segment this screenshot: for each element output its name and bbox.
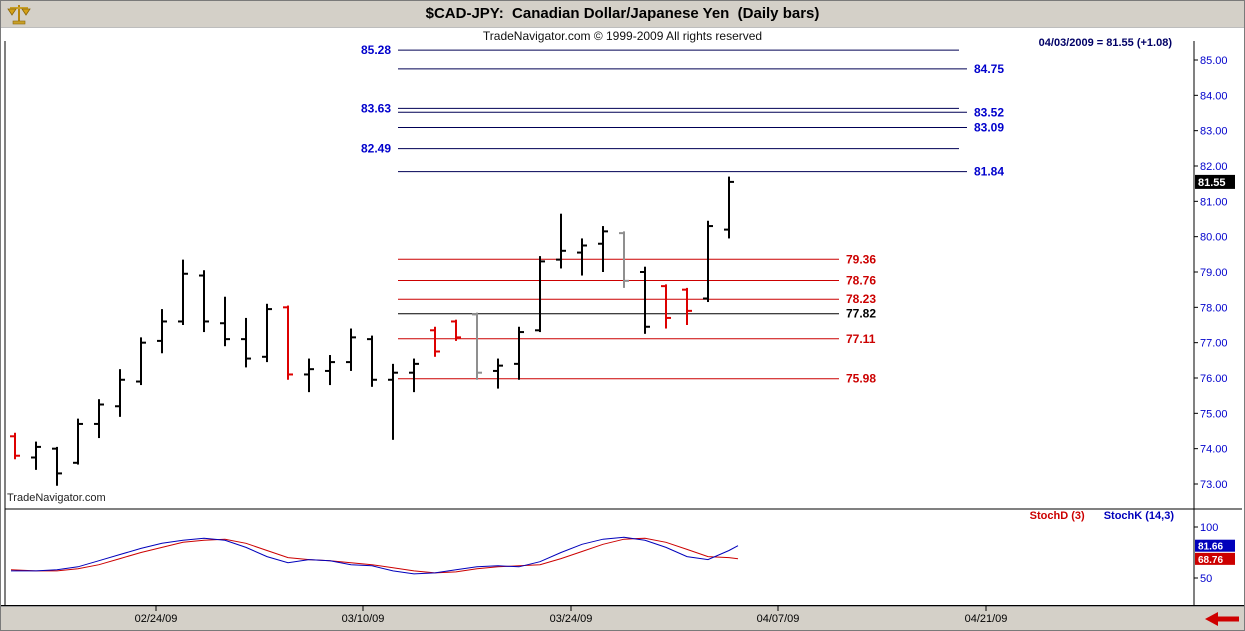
- stoch-axis-label: 50: [1200, 573, 1212, 585]
- price-axis-label: 75.00: [1200, 408, 1228, 420]
- date-axis-band: [1, 606, 1244, 630]
- level-label: 82.49: [361, 142, 391, 156]
- last-price-badge-label: 81.55: [1198, 177, 1226, 189]
- level-label: 83.52: [974, 105, 1004, 119]
- price-axis-label: 83.00: [1200, 126, 1228, 138]
- title-bar: $CAD-JPY: Canadian Dollar/Japanese Yen (…: [1, 1, 1244, 28]
- level-label: 81.84: [974, 165, 1004, 179]
- date-label: 04/21/09: [965, 613, 1008, 625]
- price-axis-label: 82.00: [1200, 161, 1228, 173]
- price-axis-label: 74.00: [1200, 444, 1228, 456]
- stoch-axis-label: 100: [1200, 522, 1218, 534]
- stoch-d-legend-label: StochD (3): [1029, 510, 1085, 522]
- level-label: 83.63: [361, 101, 391, 115]
- stoch-d-line: [10, 537, 739, 574]
- level-label: 78.23: [846, 292, 876, 306]
- stoch-k-line: [11, 536, 739, 575]
- stoch-value-badge: [1195, 552, 1235, 565]
- price-axis-label: 77.00: [1200, 338, 1228, 350]
- date-label: 02/24/09: [135, 613, 178, 625]
- price-axis-label: 78.00: [1200, 302, 1228, 314]
- level-label: 84.75: [974, 62, 1004, 76]
- level-label: 77.82: [846, 307, 876, 321]
- stoch-value-badge-label: 68.76: [1198, 555, 1223, 566]
- stoch-k-legend-label: StochK (14,3): [1103, 510, 1174, 522]
- price-axis-label: 85.00: [1200, 55, 1228, 67]
- level-label: 75.98: [846, 372, 876, 386]
- scroll-left-button[interactable]: [1199, 608, 1243, 630]
- stoch-value-badge: [1195, 539, 1235, 552]
- last-quote-readout: 04/03/2009 = 81.55 (+1.08): [1038, 37, 1172, 49]
- chart-title: $CAD-JPY: Canadian Dollar/Japanese Yen (…: [425, 5, 820, 22]
- level-label: 77.11: [846, 332, 876, 346]
- price-axis-label: 79.00: [1200, 267, 1228, 279]
- price-axis-label: 81.00: [1200, 196, 1228, 208]
- scroll-left-arrow-icon: [1205, 612, 1218, 626]
- level-label: 85.28: [361, 43, 391, 57]
- stoch-legend: StochD (3) StochK (14,3): [1030, 510, 1174, 522]
- stoch-value-badge-label: 81.66: [1198, 542, 1223, 553]
- level-label: 78.76: [846, 273, 876, 287]
- scroll-left-arrow-shaft: [1218, 616, 1239, 622]
- price-axis-label: 80.00: [1200, 232, 1228, 244]
- watermark-text: TradeNavigator.com: [7, 492, 106, 504]
- price-axis-label: 76.00: [1200, 373, 1228, 385]
- level-label: 79.36: [846, 252, 876, 266]
- price-axis-label: 84.00: [1200, 90, 1228, 102]
- date-label: 03/24/09: [550, 613, 593, 625]
- level-label: 83.09: [974, 120, 1004, 134]
- trade-navigator-logo-icon: [7, 5, 31, 25]
- price-axis-label: 73.00: [1200, 479, 1228, 491]
- date-label: 03/10/09: [342, 613, 385, 625]
- last-price-badge: [1195, 174, 1235, 189]
- copyright-text: TradeNavigator.com © 1999-2009 All right…: [482, 29, 763, 43]
- date-label: 04/07/09: [757, 613, 800, 625]
